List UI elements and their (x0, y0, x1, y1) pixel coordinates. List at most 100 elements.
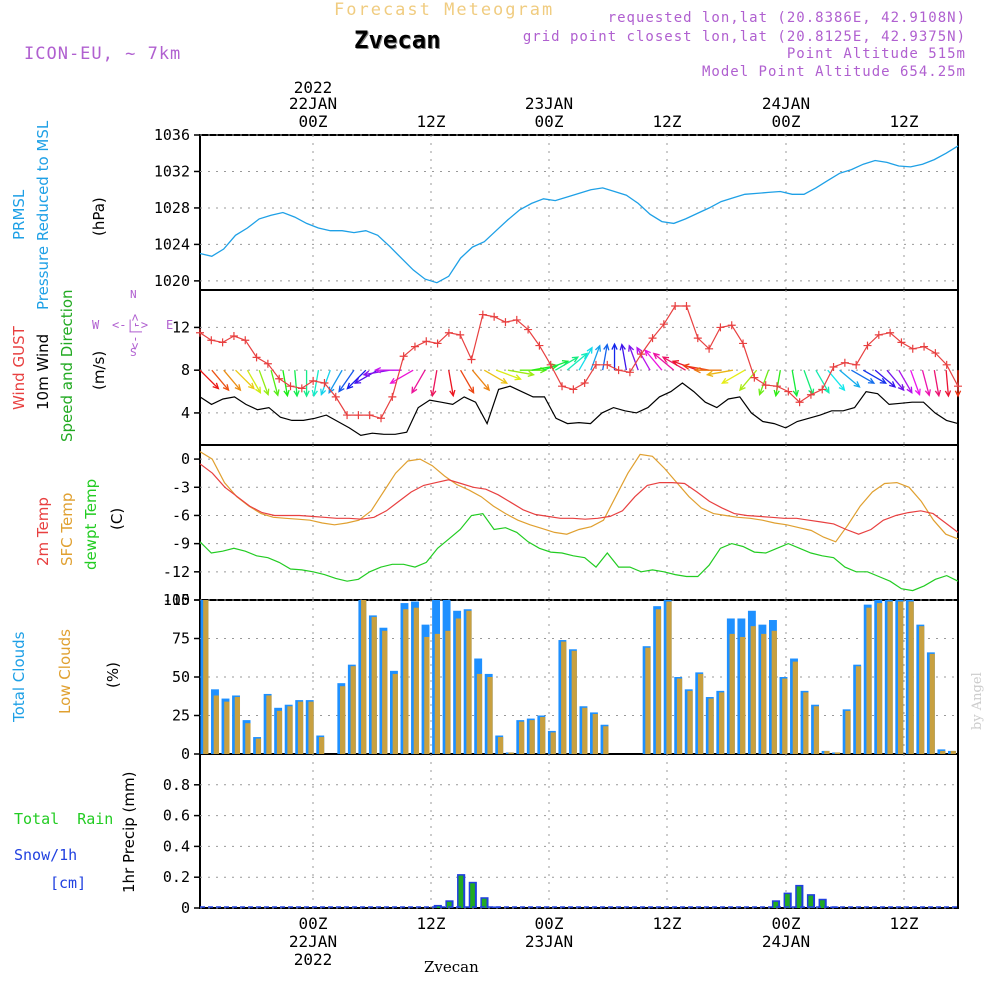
rain-bar (446, 901, 452, 908)
wind-gust-point (252, 353, 261, 362)
wind-direction-arrow (554, 356, 579, 371)
low-cloud-bar (824, 750, 830, 754)
wind-gust-point (196, 328, 204, 337)
wind-direction-arrow (483, 369, 508, 384)
t2m-line (199, 463, 959, 535)
wind-arrow-head (527, 370, 536, 377)
low-cloud-bar (350, 666, 356, 754)
low-cloud-bar (540, 717, 546, 754)
wind-gust-point (784, 387, 793, 396)
wind-direction-arrow (683, 365, 710, 371)
rain-label: Total Rain (14, 810, 114, 828)
snow-label: Snow/1h (14, 846, 78, 864)
wind-arrow-head (661, 356, 670, 363)
chart-title: Forecast Meteogram (334, 0, 555, 20)
y-tick-label-clouds: 25 (172, 707, 190, 725)
wind-arrow-head (705, 370, 714, 377)
wind-arrow-head (500, 377, 509, 384)
low-cloud-bar (719, 692, 725, 754)
wind-gust-point (693, 334, 702, 343)
gust-label: Wind GUST (10, 326, 28, 410)
rain-bar (785, 894, 790, 908)
wind-direction-arrow (411, 369, 426, 394)
wind-gust-point (840, 358, 849, 367)
y-tick-label-wind: 8 (181, 361, 190, 379)
compass-south: S (130, 346, 137, 359)
low-cloud-bar (708, 698, 714, 754)
wind-gust-point (275, 374, 284, 383)
wind-arrow-head (362, 370, 370, 377)
panel-frame-wind (199, 289, 959, 446)
wind-direction-arrow (313, 370, 320, 396)
wind-gust-point (286, 382, 295, 391)
cloud-unit-label: (%) (104, 662, 122, 688)
low-clouds-label: Low Clouds (56, 629, 74, 714)
low-cloud-bar (676, 678, 683, 754)
low-cloud-bar (203, 600, 209, 754)
y-tick-label-precip: 0.8 (163, 776, 190, 794)
low-cloud-bar (855, 666, 862, 754)
wind-direction-arrow (636, 347, 651, 371)
wind-gust-point (467, 355, 476, 364)
bottom-axis-year: 2022 (294, 950, 333, 969)
wind-arrow-head (293, 390, 300, 398)
wind-direction-arrow (448, 370, 454, 396)
wind-gust-point (671, 302, 680, 311)
wind-direction-arrow (590, 345, 601, 371)
wind-gust-point (739, 339, 748, 348)
low-cloud-bar (276, 710, 283, 754)
low-cloud-bar (518, 721, 525, 754)
low-cloud-bar (255, 738, 262, 754)
wind-direction-arrow (662, 356, 686, 371)
wind-gust-point (863, 341, 872, 350)
dewpt-line (199, 512, 959, 592)
low-cloud-bar (592, 713, 598, 754)
wind-arrow-head (581, 352, 589, 360)
wind-desc-label: Speed and Direction (58, 289, 76, 442)
watermark: by Angel (970, 672, 985, 730)
wind-direction-arrow (543, 360, 569, 371)
wind-arrow-head (611, 342, 618, 350)
wind-gust-point (535, 341, 544, 350)
wind-gust-point (954, 382, 962, 391)
bottom-axis-date: 24JAN (762, 932, 810, 951)
low-cloud-bar (497, 737, 504, 754)
wind-direction-arrow (739, 369, 758, 391)
wind-direction-arrow (707, 369, 734, 376)
wind-arrow-head (853, 381, 861, 388)
wind-direction-arrow (803, 369, 814, 395)
low-cloud-bar (603, 726, 609, 754)
wind-gust-point (886, 328, 895, 337)
point-altitude: Point Altitude 515m (786, 46, 966, 62)
wind-gust-point (388, 392, 397, 401)
wind-gust-point (297, 384, 306, 393)
top-axis-hour: 00Z (535, 112, 564, 131)
wind-direction-arrow (602, 344, 608, 371)
low-cloud-bar (645, 647, 651, 754)
low-cloud-bar (813, 706, 820, 754)
low-cloud-bar (887, 601, 893, 754)
low-cloud-bar (950, 750, 956, 754)
wind-arrow-head (353, 377, 362, 384)
wind-unit-label: (m/s) (90, 350, 108, 390)
y-tick-label-temperature: -6 (172, 506, 190, 524)
wind-arrow-head (603, 343, 610, 351)
low-cloud-bar (224, 701, 230, 754)
wind-arrow-head (628, 344, 635, 352)
wind-gust-point (512, 315, 521, 324)
y-tick-label-pressure: 1028 (154, 199, 190, 217)
wind-direction-arrow (628, 345, 639, 371)
wind-direction-arrow (851, 369, 875, 384)
wind-direction-arrow (791, 370, 798, 396)
compass-north: N (130, 288, 137, 301)
panel-frame-precip (199, 753, 959, 909)
low-cloud-bar (234, 697, 241, 754)
low-cloud-bar (403, 609, 409, 754)
wind-direction-arrow (758, 369, 770, 395)
wind-gust-point (920, 342, 929, 351)
bottom-axis-date: 22JAN (289, 932, 337, 951)
wind-arrow-head (514, 374, 522, 381)
wind-gust-point (546, 360, 555, 369)
temp-unit-label: (C) (108, 507, 126, 530)
wind-direction-arrow (839, 369, 860, 388)
